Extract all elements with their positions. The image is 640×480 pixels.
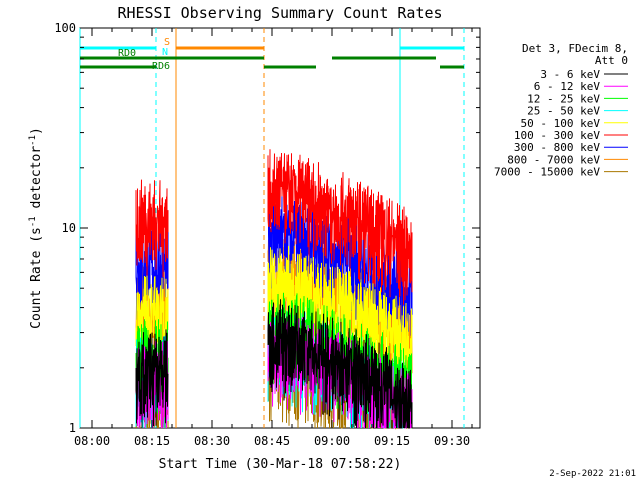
series-line [135, 275, 169, 374]
x-tick-label: 09:30 [434, 434, 470, 448]
chart-title: RHESSI Observing Summary Count Rates [117, 4, 442, 22]
legend-header-line1: Det 3, FDecim 8, [522, 42, 628, 55]
legend-entry-label: 25 - 50 keV [527, 105, 600, 118]
x-tick-label: 08:00 [74, 434, 110, 448]
legend-entry-label: 300 - 800 keV [514, 141, 600, 154]
y-axis-label: Count Rate (s-1 detector-1) [28, 127, 44, 329]
y-tick-label: 100 [54, 21, 76, 35]
legend-entry-label: 3 - 6 keV [540, 68, 600, 81]
footer-date: 2-Sep-2022 21:01 [549, 469, 636, 479]
flag-label: N [162, 47, 168, 58]
series-line [267, 149, 413, 305]
flag-label: RD6 [152, 61, 170, 72]
legend-header-line2: Att 0 [595, 54, 628, 67]
x-tick-label: 08:15 [134, 434, 170, 448]
x-tick-label: 08:30 [194, 434, 230, 448]
y-tick-label: 10 [62, 221, 76, 235]
y-tick-label: 1 [69, 421, 76, 435]
legend-entry-label: 12 - 25 keV [527, 92, 600, 105]
flag-label: RD0 [118, 48, 136, 59]
y-axis-label-tail: detector [29, 146, 44, 217]
legend-entry-label: 800 - 7000 keV [507, 153, 600, 166]
y-axis-label-sup1: -1 [28, 216, 38, 227]
x-tick-label: 09:00 [314, 434, 350, 448]
legend-entry-label: 6 - 12 keV [534, 80, 601, 93]
x-tick-label: 09:15 [374, 434, 410, 448]
legend-entry-label: 100 - 300 keV [514, 129, 600, 142]
legend-entry-label: 7000 - 15000 keV [494, 166, 600, 179]
flag-label: S [164, 37, 170, 48]
y-axis-label-close: ) [29, 127, 44, 135]
x-tick-label: 08:45 [254, 434, 290, 448]
y-axis: 1 10 100 [54, 21, 480, 435]
y-axis-label-main: Count Rate (s [29, 227, 44, 329]
x-axis: 08:00 08:15 08:30 08:45 09:00 09:15 09:30 [74, 28, 473, 448]
y-axis-label-sup2: -1 [28, 135, 38, 146]
x-axis-label: Start Time (30-Mar-18 07:58:22) [159, 457, 402, 472]
plot-area: NS RD0 RD6 [79, 27, 481, 430]
series-line [135, 329, 169, 429]
legend-entry-label: 50 - 100 keV [521, 117, 601, 130]
series-line [267, 299, 413, 429]
series-line [135, 179, 169, 281]
